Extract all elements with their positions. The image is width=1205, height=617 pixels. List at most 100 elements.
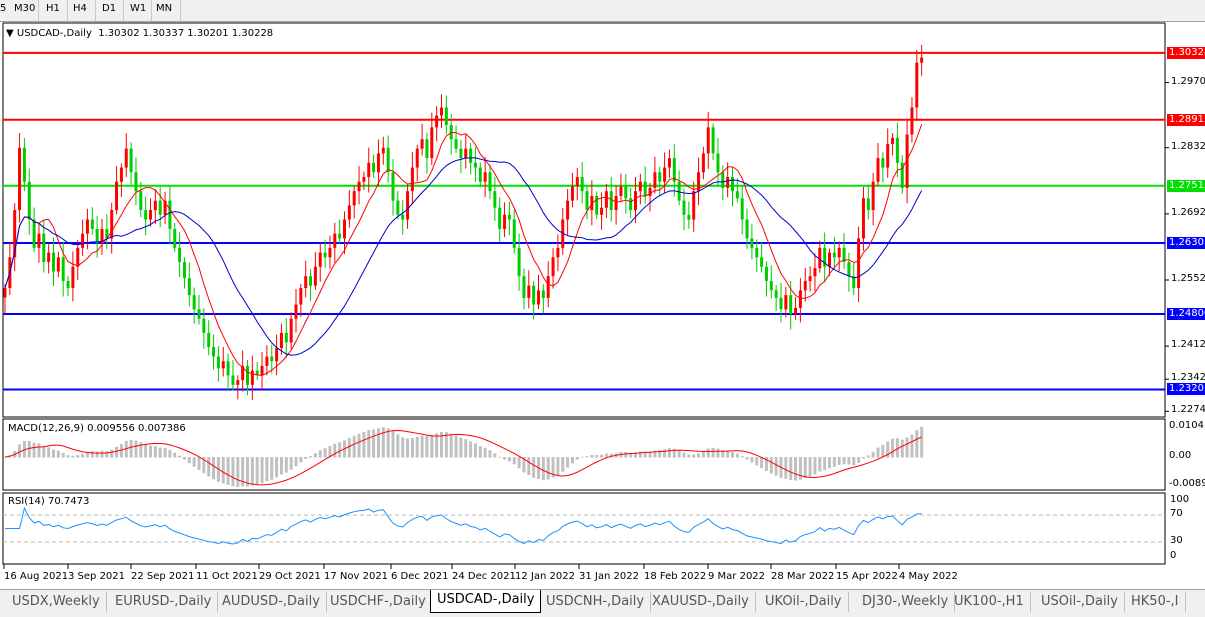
x-tick-label: 12 Jan 2022 (515, 571, 575, 582)
macd-histogram-bar (561, 457, 565, 472)
macd-histogram-bar (270, 457, 274, 480)
macd-histogram-bar (469, 441, 473, 458)
timeframe-MN[interactable]: MN (156, 3, 173, 14)
macd-histogram-bar (585, 456, 589, 458)
macd-histogram-bar (876, 447, 880, 458)
candle-body (129, 148, 133, 173)
chart-tab[interactable]: HK50-,I (1125, 592, 1186, 612)
candle-body (13, 210, 17, 258)
chart-tab[interactable]: UK100-,H1 (948, 592, 1031, 612)
candle-body (755, 247, 759, 258)
chart-tab[interactable]: USDCAD-,Daily (430, 590, 542, 613)
timeframe-H4[interactable]: H4 (73, 3, 87, 14)
candle-body (76, 247, 80, 267)
candle-body (163, 200, 167, 215)
macd-histogram-bar (231, 457, 235, 487)
macd-histogram-bar (706, 448, 710, 458)
timeframe-M30[interactable]: M30 (14, 3, 36, 14)
candle-body (527, 285, 531, 298)
chart-tab[interactable]: USDCNH-,Daily (540, 592, 652, 612)
macd-histogram-bar (604, 453, 608, 458)
macd-histogram-bar (541, 457, 545, 481)
candle-body (309, 276, 313, 286)
moving-average-line (4, 124, 923, 376)
timeframe-5[interactable]: 5 (0, 3, 7, 14)
chart-tab[interactable]: DJ30-,Weekly (856, 592, 956, 612)
macd-histogram-bar (250, 457, 254, 486)
candle-body (818, 247, 822, 269)
macd-histogram-bar (347, 438, 351, 458)
timeframe-H1[interactable]: H1 (46, 3, 60, 14)
chart-tab[interactable]: UKOil-,Daily (759, 592, 849, 612)
candle-body (294, 304, 298, 319)
macd-histogram-bar (842, 457, 846, 465)
candle-body (498, 207, 502, 229)
macd-histogram-bar (915, 430, 919, 458)
x-tick-label: 3 Sep 2021 (68, 571, 126, 582)
macd-histogram-bar (682, 452, 686, 458)
candle-body (153, 200, 157, 211)
timeframe-W1[interactable]: W1 (130, 3, 147, 14)
candle-body (435, 115, 439, 128)
candle-body (27, 181, 31, 220)
macd-histogram-bar (119, 444, 123, 458)
candle-body (832, 252, 836, 258)
macd-histogram-bar (575, 457, 579, 460)
candle-body (803, 280, 807, 291)
candle-body (333, 233, 337, 248)
price-chart[interactable] (0, 0, 1205, 589)
separator (151, 0, 152, 21)
candle-body (701, 153, 705, 173)
x-tick-label: 15 Apr 2022 (836, 571, 898, 582)
candle-body (376, 153, 380, 173)
macd-histogram-bar (629, 452, 633, 458)
macd-histogram-bar (284, 457, 288, 473)
macd-histogram-bar (667, 448, 671, 458)
chart-tab[interactable]: EURUSD-,Daily (109, 592, 219, 612)
macd-histogram-bar (420, 435, 424, 458)
candle-body (362, 177, 366, 182)
chart-tab[interactable]: XAUUSD-,Daily (646, 592, 756, 612)
macd-histogram-bar (275, 457, 279, 478)
macd-histogram-bar (173, 452, 177, 458)
macd-histogram-bar (740, 456, 744, 458)
candle-body (648, 187, 652, 196)
separator (38, 0, 39, 21)
candle-body (828, 252, 831, 267)
candle-body (706, 127, 710, 154)
macd-histogram-bar (857, 457, 861, 463)
candle-body (124, 148, 128, 168)
macd-histogram-bar (18, 444, 22, 458)
macd-histogram-bar (449, 433, 453, 458)
macd-histogram-bar (590, 454, 594, 458)
candle-body (512, 219, 516, 248)
candle-body (740, 198, 744, 220)
candle-body (173, 228, 177, 248)
macd-histogram-bar (333, 443, 337, 458)
candle-body (847, 262, 851, 277)
x-tick-label: 9 Mar 2022 (708, 571, 766, 582)
chart-tab[interactable]: USDX,Weekly (6, 592, 107, 612)
macd-histogram-bar (81, 453, 85, 458)
chart-tab[interactable]: USDCHF-,Daily (324, 592, 433, 612)
timeframe-D1[interactable]: D1 (102, 3, 117, 14)
chart-tab[interactable]: AUDUSD-,Daily (216, 592, 327, 612)
macd-histogram-bar (76, 455, 80, 458)
candle-body (900, 162, 904, 188)
macd-histogram-bar (153, 446, 157, 458)
chart-tab[interactable]: USOil-,Daily (1035, 592, 1125, 612)
macd-histogram-bar (687, 454, 691, 458)
macd-histogram-bar (163, 447, 167, 458)
candle-body (430, 127, 434, 159)
candle-body (760, 257, 764, 267)
macd-histogram-bar (828, 457, 831, 469)
x-tick-label: 11 Oct 2021 (196, 571, 258, 582)
candle-body (289, 318, 293, 343)
candle-body (619, 186, 623, 196)
macd-histogram-bar (755, 457, 759, 466)
candle-body (682, 200, 686, 215)
macd-histogram-bar (672, 448, 676, 458)
macd-histogram-bar (784, 457, 788, 479)
macd-histogram-bar (832, 457, 836, 467)
price-level-label: 1.23203 (1167, 383, 1205, 396)
